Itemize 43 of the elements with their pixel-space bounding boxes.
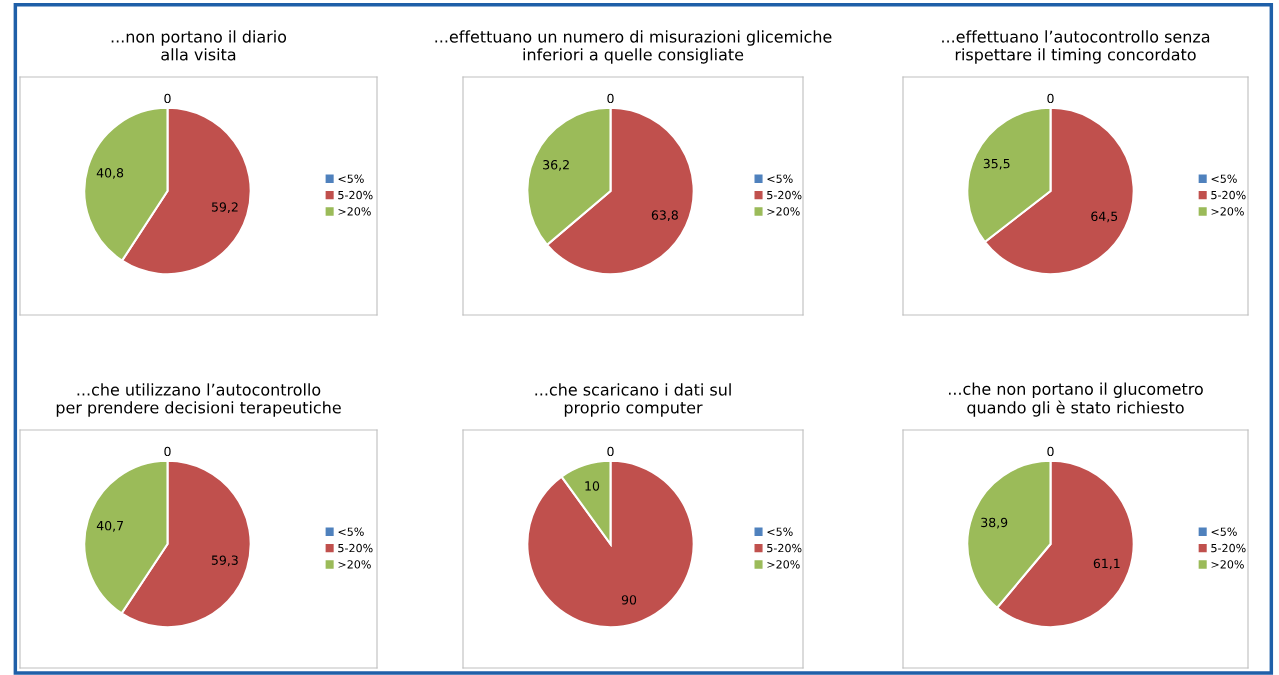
chart-title: ...effettuano l’autocontrollo senza rispettare il timing concordato xyxy=(942,30,1210,64)
legend-label: >20% xyxy=(1211,560,1244,569)
chart-title: ...non portano il diario alla visita xyxy=(111,30,287,61)
data-label: 63,8 xyxy=(651,210,678,222)
legend-label: 5-20% xyxy=(338,543,373,553)
chart-title: ...effettuano un numero di misurazioni glicemiche inferiori a quelle consigliate xyxy=(435,30,832,64)
legend-label: 5-20% xyxy=(767,190,802,200)
legend-label: <5% xyxy=(338,174,364,183)
data-label: 36,2 xyxy=(543,160,569,171)
legend-label: 5-20% xyxy=(767,543,802,553)
legend-label: <5% xyxy=(1211,527,1237,536)
text: 0 xyxy=(607,93,614,104)
data-label: 35,5 xyxy=(983,158,1010,170)
data-label: 40,8 xyxy=(96,168,124,179)
legend-label: >20% xyxy=(338,207,371,216)
legend-label: >20% xyxy=(767,207,800,216)
text: 0 xyxy=(164,93,171,104)
legend-label: >20% xyxy=(767,560,800,569)
legend-label: <5% xyxy=(767,527,793,536)
legend-label: 5-20% xyxy=(338,190,373,200)
legend-label: 5-20% xyxy=(1211,190,1246,200)
chart-title: ...che non portano il glucometro quando gli è stato richiesto xyxy=(948,382,1203,417)
legend-label: <5% xyxy=(1211,174,1237,183)
data-label: 59,3 xyxy=(211,555,238,567)
text: 0 xyxy=(1047,93,1054,104)
text: 0 xyxy=(1047,446,1054,457)
legend-label: <5% xyxy=(767,174,793,183)
data-label: 59,2 xyxy=(211,202,238,213)
data-label: 40,7 xyxy=(96,520,123,532)
data-label: 10 xyxy=(585,481,600,491)
data-label: 90 xyxy=(621,595,637,605)
legend-label: <5% xyxy=(338,527,364,536)
data-label: 61,1 xyxy=(1093,558,1120,570)
pie-slice xyxy=(526,459,695,629)
text: 0 xyxy=(164,446,171,457)
data-label: 64,5 xyxy=(1091,211,1118,223)
legend-label: >20% xyxy=(338,560,371,569)
legend-label: >20% xyxy=(1211,207,1244,216)
chart-title: ...che scaricano i dati sul proprio computer xyxy=(535,383,731,417)
legend-label: 5-20% xyxy=(1211,543,1246,553)
chart-title: ...che utilizzano l’autocontrollo per prendere decisioni terapeutiche xyxy=(56,383,341,417)
text: 0 xyxy=(607,446,614,457)
data-label: 38,9 xyxy=(981,517,1008,529)
